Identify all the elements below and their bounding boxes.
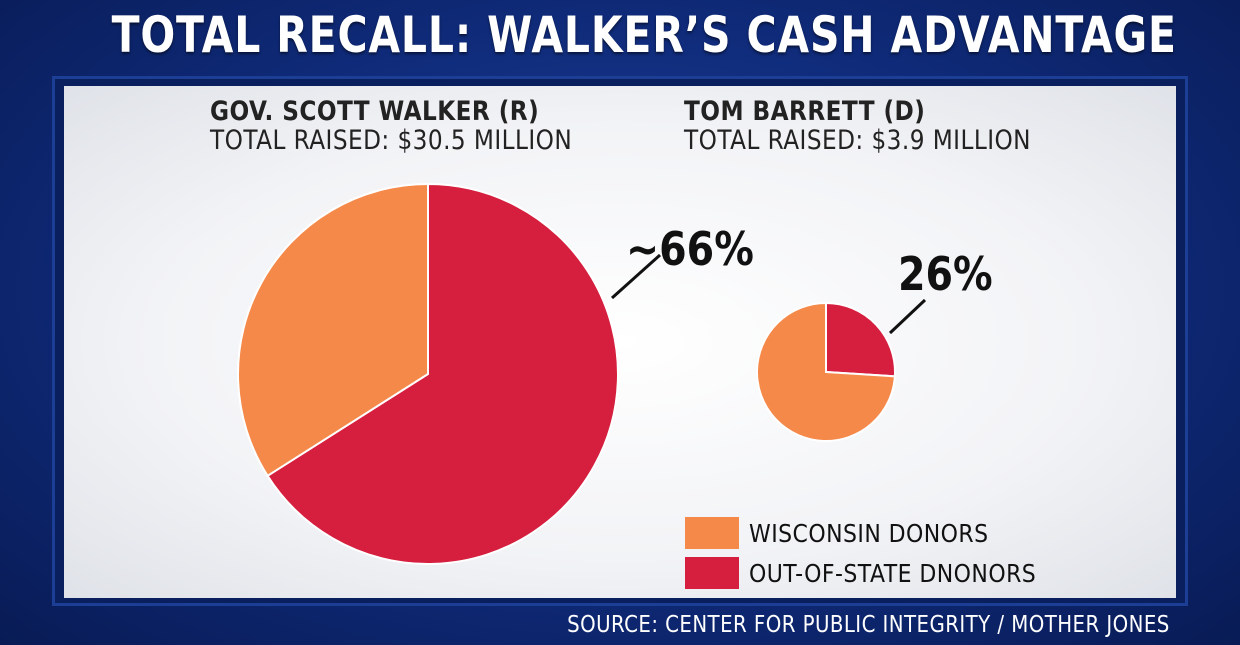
barrett-header: TOM BARRETT (D) TOTAL RAISED: $3.9 MILLI… xyxy=(684,96,1031,156)
walker-slice-out-of-state xyxy=(266,182,619,565)
source-text: SOURCE: CENTER FOR PUBLIC INTEGRITY / MO… xyxy=(567,612,1170,638)
legend-item-wisconsin: WISCONSIN DONORS xyxy=(685,513,1075,553)
barrett-leader-line xyxy=(888,298,927,335)
legend-swatch-out-of-state xyxy=(685,557,739,589)
walker-header: GOV. SCOTT WALKER (R) TOTAL RAISED: $30.… xyxy=(210,96,572,156)
legend-label-out-of-state: OUT-OF-STATE DNONORS xyxy=(749,558,1037,588)
walker-out-of-state-label: ~66% xyxy=(626,222,754,276)
barrett-slice-wisconsin xyxy=(756,301,896,442)
barrett-name: TOM BARRETT (D) xyxy=(684,96,926,127)
walker-total-raised: TOTAL RAISED: $30.5 MILLION xyxy=(210,125,573,156)
walker-name: GOV. SCOTT WALKER (R) xyxy=(210,96,540,127)
barrett-slice-out-of-state xyxy=(825,301,896,378)
barrett-out-of-state-label: 26% xyxy=(898,247,993,301)
legend-label-wisconsin: WISCONSIN DONORS xyxy=(749,518,989,548)
barrett-total-raised: TOTAL RAISED: $3.9 MILLION xyxy=(684,125,1031,156)
chart-title: TOTAL RECALL: WALKER’S CASH ADVANTAGE xyxy=(111,6,1177,64)
legend: WISCONSIN DONORS OUT-OF-STATE DNONORS xyxy=(685,513,1075,593)
legend-item-out-of-state: OUT-OF-STATE DNONORS xyxy=(685,553,1075,593)
source-note: SOURCE: CENTER FOR PUBLIC INTEGRITY / MO… xyxy=(0,612,1170,638)
legend-swatch-wisconsin xyxy=(685,517,739,549)
walker-slice-wisconsin xyxy=(237,182,429,478)
walker-leader-line xyxy=(610,253,662,300)
